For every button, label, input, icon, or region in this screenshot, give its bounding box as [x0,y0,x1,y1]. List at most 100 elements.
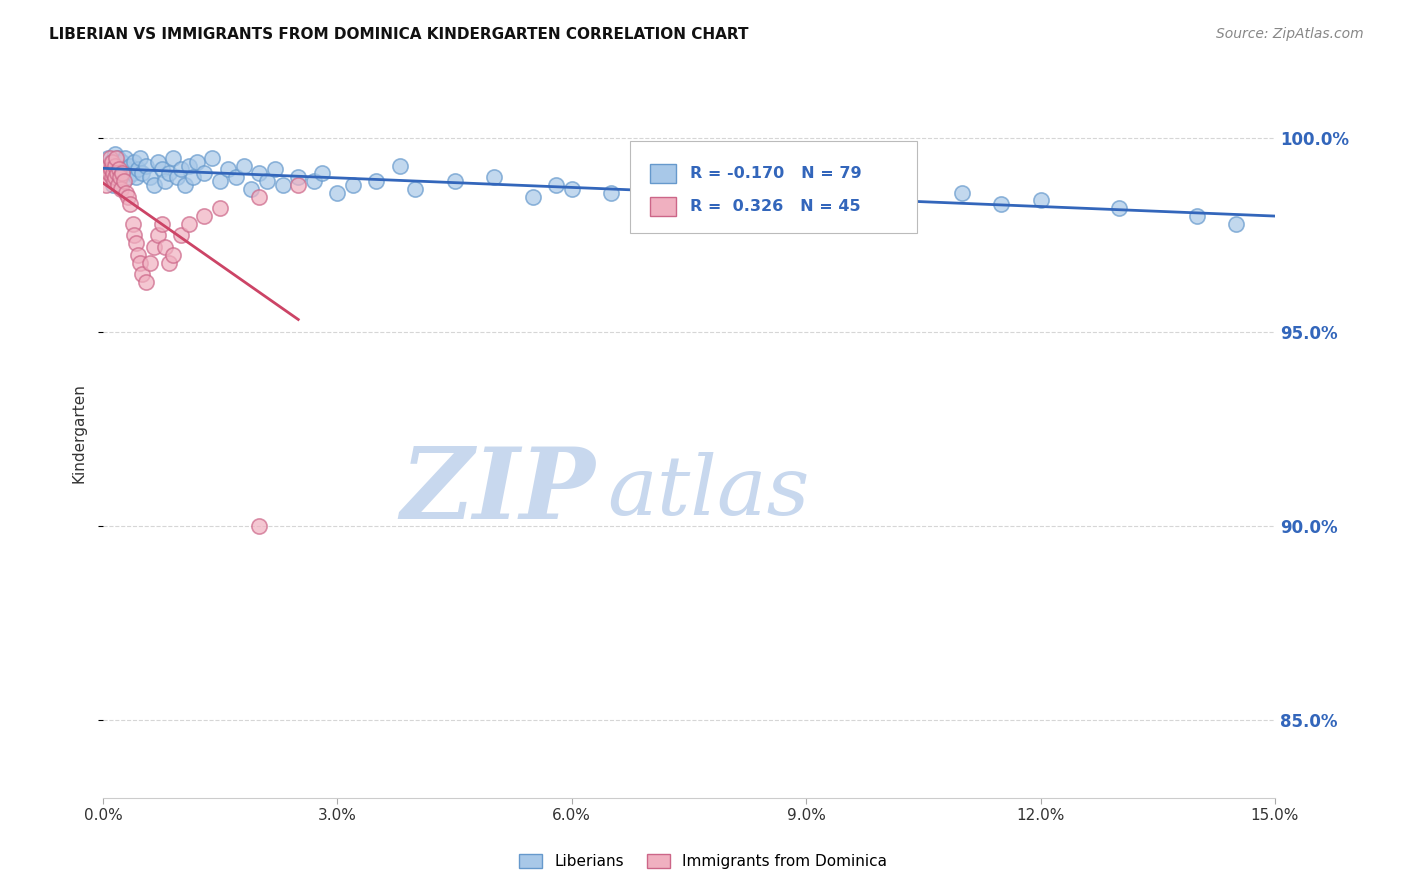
Point [209,201,232,215]
Point [177,217,200,231]
Point [443,174,465,188]
Point [104,159,127,173]
Point [98,151,121,165]
FancyBboxPatch shape [650,164,676,183]
Point [121,217,143,231]
Point [638,178,661,192]
Point [117,189,139,203]
Point [122,154,145,169]
Text: Source: ZipAtlas.com: Source: ZipAtlas.com [1216,27,1364,41]
Point [170,162,193,177]
Point [150,162,173,177]
Text: R = -0.170   N = 79: R = -0.170 N = 79 [690,166,862,181]
Point [127,248,149,262]
Point [117,170,139,185]
Point [146,228,169,243]
Point [150,217,173,231]
Point [98,166,121,180]
Point [107,162,129,177]
Point [125,236,148,251]
Point [114,151,136,165]
Point [139,255,162,269]
Point [157,166,180,180]
Point [97,170,120,185]
Point [97,159,120,173]
Y-axis label: Kindergarten: Kindergarten [72,384,86,483]
Point [1225,217,1247,231]
Point [717,189,740,203]
Point [131,267,153,281]
Point [201,151,224,165]
Point [240,182,263,196]
Point [302,174,325,188]
Point [98,159,121,173]
Point [217,162,239,177]
Point [162,248,184,262]
Point [108,159,131,173]
Point [96,162,118,177]
FancyBboxPatch shape [650,196,676,216]
Point [100,162,122,177]
Point [111,166,134,180]
Point [247,189,270,203]
Point [1185,209,1208,223]
Point [263,162,285,177]
Point [111,154,134,169]
Point [120,197,142,211]
Point [122,228,145,243]
Legend: Liberians, Immigrants from Dominica: Liberians, Immigrants from Dominica [513,848,893,875]
Point [100,170,122,185]
Point [127,162,149,177]
Point [107,178,129,192]
Point [209,174,232,188]
Point [112,166,135,180]
Point [225,170,247,185]
Point [256,174,278,188]
Point [101,162,124,177]
Point [388,159,411,173]
Point [100,154,122,169]
Point [121,166,143,180]
Point [104,166,127,180]
Point [142,178,165,192]
Point [404,182,426,196]
Point [990,197,1012,211]
Point [120,159,142,173]
Point [522,189,544,203]
Point [115,162,138,177]
Point [107,162,129,177]
Point [100,170,122,185]
Point [177,159,200,173]
Point [125,170,148,185]
Point [174,178,197,192]
Point [96,162,118,177]
Point [110,182,132,196]
Point [105,154,128,169]
Point [98,166,121,180]
Point [115,186,138,200]
Point [107,151,129,165]
Point [366,174,388,188]
Point [1108,201,1130,215]
Point [135,159,157,173]
Point [101,154,124,169]
Point [146,154,169,169]
Point [101,166,124,180]
Point [247,519,270,533]
Point [155,240,177,254]
Point [131,166,153,180]
Point [97,151,120,165]
Point [311,166,333,180]
Point [110,170,132,185]
Point [287,178,309,192]
Point [794,197,817,211]
Point [104,170,127,185]
Point [342,178,364,192]
Point [482,170,505,185]
Point [170,228,193,243]
Point [193,209,215,223]
FancyBboxPatch shape [630,142,918,233]
Point [952,186,974,200]
Point [162,151,184,165]
Point [101,178,124,192]
